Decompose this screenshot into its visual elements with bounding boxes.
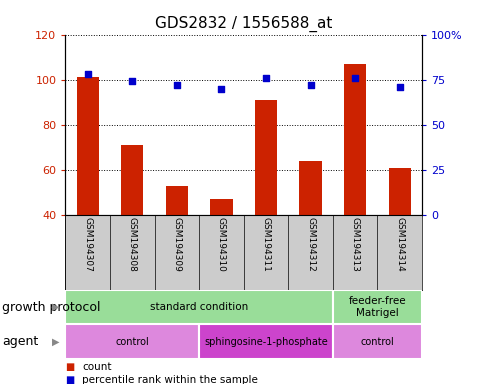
Text: GSM194312: GSM194312 (305, 217, 315, 272)
Text: standard condition: standard condition (150, 302, 248, 312)
Text: feeder-free
Matrigel: feeder-free Matrigel (348, 296, 406, 318)
Point (306, 82, 314, 88)
Text: control: control (360, 337, 393, 347)
Text: growth protocol: growth protocol (2, 301, 101, 314)
Bar (332, 290, 421, 324)
Bar (332, 324, 421, 359)
Text: GSM194307: GSM194307 (83, 217, 92, 272)
Title: GDS2832 / 1556588_at: GDS2832 / 1556588_at (155, 16, 332, 32)
Text: GSM194314: GSM194314 (394, 217, 403, 272)
Text: ▶: ▶ (52, 302, 60, 312)
Text: agent: agent (2, 335, 39, 348)
Point (261, 75, 269, 81)
Text: GSM194308: GSM194308 (128, 217, 136, 272)
Point (395, 84, 403, 90)
Bar (210, 199, 232, 215)
Point (84, 71, 91, 77)
Text: ■: ■ (65, 362, 75, 372)
Text: count: count (82, 362, 112, 372)
Bar (388, 168, 410, 215)
Bar (65, 290, 332, 324)
Text: sphingosine-1-phosphate: sphingosine-1-phosphate (204, 337, 327, 347)
Bar (343, 64, 365, 215)
Bar (199, 324, 332, 359)
Point (350, 75, 358, 81)
Bar (76, 78, 99, 215)
Bar (299, 161, 321, 215)
Bar (65, 324, 199, 359)
Text: ▶: ▶ (52, 337, 60, 347)
Bar (254, 100, 276, 215)
Text: GSM194313: GSM194313 (350, 217, 359, 272)
Bar (166, 186, 188, 215)
Point (217, 86, 225, 92)
Text: control: control (115, 337, 149, 347)
Point (173, 82, 181, 88)
Text: percentile rank within the sample: percentile rank within the sample (82, 375, 258, 384)
Point (128, 78, 136, 84)
Text: GSM194310: GSM194310 (216, 217, 226, 272)
Text: ■: ■ (65, 375, 75, 384)
Bar (121, 145, 143, 215)
Text: GSM194311: GSM194311 (261, 217, 270, 272)
Text: GSM194309: GSM194309 (172, 217, 181, 272)
